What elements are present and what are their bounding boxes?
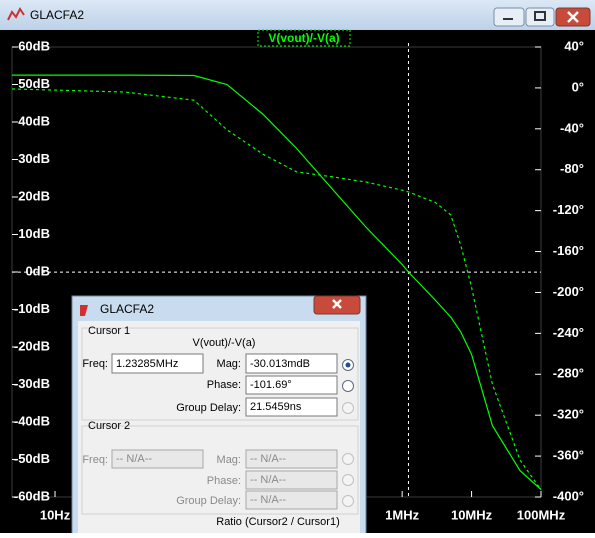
mag-radio-dot <box>345 362 351 368</box>
delay-value: 21.5459ns <box>250 401 302 413</box>
delay-field[interactable] <box>245 397 338 417</box>
y-tick-label: 50dB <box>18 76 50 91</box>
freq-label: Freq: <box>82 358 108 370</box>
dialog-close-icon <box>332 299 342 309</box>
mag-field[interactable] <box>245 353 338 374</box>
phase-radio-2[interactable] <box>342 474 354 486</box>
y-tick-label: 0dB <box>25 263 50 278</box>
y-tick-label: 10dB <box>18 226 50 241</box>
cursor-dialog: GLACFA2 Cursor 1 V(vout)/-V(a) Freq: 1.2… <box>71 295 367 537</box>
trace-label-box <box>257 29 351 47</box>
y-tick-label: 40dB <box>18 113 50 128</box>
y-tick-label: -20dB <box>14 338 50 353</box>
freq-value: 1.23285MHz <box>116 358 178 370</box>
delay-label-2: Group Delay: <box>176 495 241 507</box>
cursor2-heading: Cursor 2 <box>88 420 130 432</box>
x-tick-label: 10MHz <box>451 507 493 522</box>
freq-field-2[interactable] <box>111 449 204 469</box>
phase-value: -101.69° <box>250 379 292 391</box>
minimize-button[interactable] <box>493 7 525 27</box>
minimize-icon <box>503 18 513 20</box>
y2-tick-label: 40° <box>564 38 584 53</box>
series-line <box>11 88 542 491</box>
delay-label: Group Delay: <box>176 402 241 414</box>
y2-tick-label: -120° <box>553 202 584 217</box>
phase-radio[interactable] <box>342 380 354 392</box>
dialog-title: GLACFA2 <box>100 302 154 316</box>
mag-radio-2[interactable] <box>342 453 354 465</box>
freq-label-2: Freq: <box>82 454 108 466</box>
y-tick-label: 30dB <box>18 151 50 166</box>
freq-field[interactable] <box>111 353 204 374</box>
y2-tick-label: 0° <box>572 79 584 94</box>
cursor1-heading: Cursor 1 <box>88 325 130 337</box>
mag-label-2: Mag: <box>217 454 241 466</box>
y2-tick-label: -280° <box>553 366 584 381</box>
cursor1-trace: V(vout)/-V(a) <box>193 337 256 349</box>
freq-value-2: -- N/A-- <box>116 453 152 465</box>
y-tick-label: -30dB <box>14 376 50 391</box>
mag-value-2: -- N/A-- <box>250 453 286 465</box>
y-tick-label: 60dB <box>18 38 50 53</box>
x-tick-label: 10Hz <box>40 507 71 522</box>
y2-tick-label: -40° <box>560 120 584 135</box>
trace-label: V(vout)/-V(a) <box>268 31 339 45</box>
ratio-heading: Ratio (Cursor2 / Cursor1) <box>216 516 339 528</box>
phase-field-2[interactable] <box>245 470 338 490</box>
cursor2-group <box>81 425 359 515</box>
y2-tick-label: -240° <box>553 325 584 340</box>
delay-field-2[interactable] <box>245 490 338 510</box>
phase-field[interactable] <box>245 375 338 395</box>
maximize-icon <box>534 11 546 21</box>
y-tick-label: -50dB <box>14 451 50 466</box>
series-line <box>12 74 542 490</box>
app-icon <box>7 7 25 21</box>
y2-tick-label: -160° <box>553 243 584 258</box>
delay-value-2: -- N/A-- <box>250 494 286 506</box>
delay-radio[interactable] <box>342 402 354 414</box>
y2-tick-label: -320° <box>553 407 584 422</box>
maximize-button[interactable] <box>525 7 555 27</box>
y-tick-label: -10dB <box>14 301 50 316</box>
y2-tick-label: -360° <box>553 448 584 463</box>
y-tick-label: -40dB <box>14 413 50 428</box>
mag-value: -30.013mdB <box>250 358 310 370</box>
delay-radio-2[interactable] <box>342 495 354 507</box>
y2-tick-label: -400° <box>553 488 584 503</box>
mag-field-2[interactable] <box>245 449 338 469</box>
phase-label: Phase: <box>207 379 241 391</box>
y-tick-label: 20dB <box>18 188 50 203</box>
window-title: GLACFA2 <box>30 8 84 22</box>
y-tick-label: -60dB <box>14 488 50 503</box>
close-icon <box>567 11 579 23</box>
phase-label-2: Phase: <box>207 475 241 487</box>
y2-tick-label: -80° <box>560 161 584 176</box>
mag-label: Mag: <box>217 358 241 370</box>
y2-tick-label: -200° <box>553 284 584 299</box>
cursor1-group <box>81 327 359 421</box>
x-tick-label: 100MHz <box>517 507 566 522</box>
dialog-icon <box>80 305 88 316</box>
x-tick-label: 1MHz <box>385 507 419 522</box>
phase-value-2: -- N/A-- <box>250 474 286 486</box>
